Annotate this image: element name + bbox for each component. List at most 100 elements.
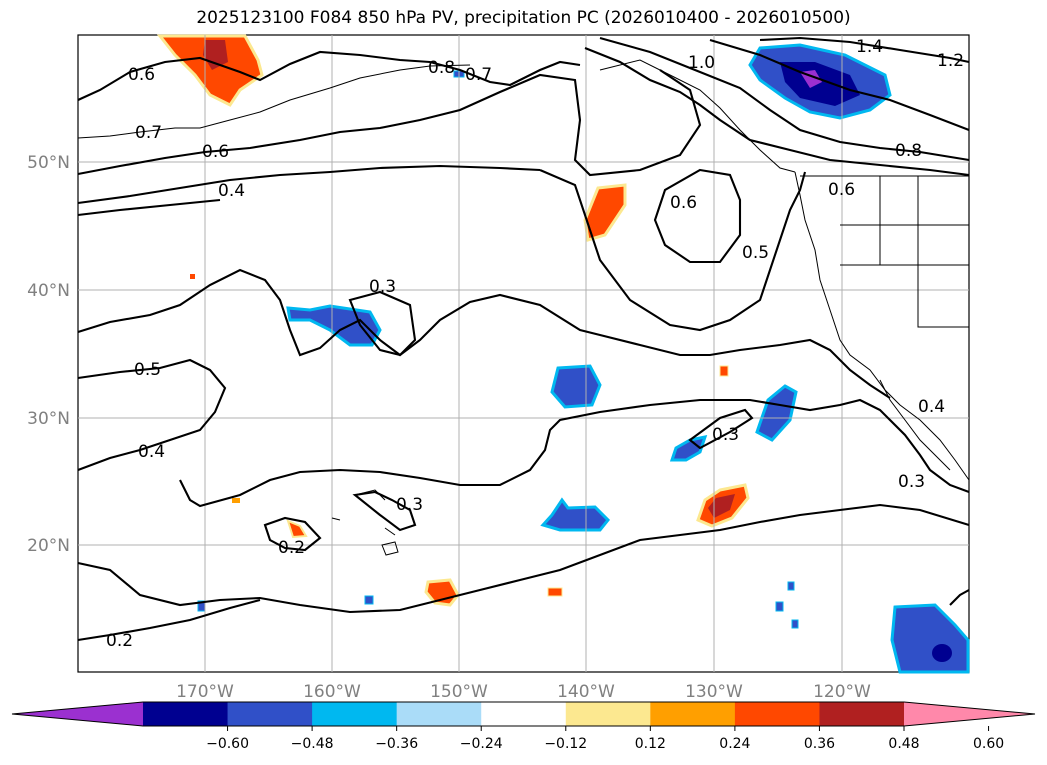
- contour-0.3-loop: [688, 408, 754, 450]
- contour-0.6-mid: [77, 69, 702, 177]
- precip-dot-9: [791, 619, 799, 629]
- contour-label: 0.6: [828, 180, 855, 200]
- colorbar-swatch: [819, 702, 905, 726]
- contour-label: 0.4: [218, 181, 245, 201]
- precip-dot-3: [547, 587, 563, 597]
- lat-label-20n: 20°N: [27, 536, 70, 556]
- colorbar-tick-label: −0.12: [544, 736, 587, 752]
- map-title: 2025123100 F084 850 hPa PV, precipitatio…: [196, 8, 851, 28]
- colorbar-tick-label: 0.12: [635, 736, 666, 752]
- contour-sw-edge: [949, 589, 970, 606]
- colorbar-tick-label: 0.48: [888, 736, 919, 752]
- contour-label: 0.3: [898, 472, 925, 492]
- precip-blob-21n-west: [286, 519, 308, 539]
- precip-dot-4: [719, 365, 729, 377]
- contour-label: 1.4: [856, 37, 883, 57]
- hawaii-islands: [331, 489, 399, 556]
- contour-0.6-east: [653, 168, 742, 264]
- precip-dot-5: [232, 498, 240, 503]
- precip-dot-6: [190, 274, 195, 279]
- precip-blob-21n: [540, 497, 611, 532]
- longitude-labels: 170°W 160°W 150°W 140°W 130°W 120°W: [176, 682, 871, 702]
- colorbar-extend-min: [12, 702, 143, 726]
- contour-label: 0.3: [712, 425, 739, 445]
- colorbar: −0.60 −0.48 −0.36 −0.24 −0.12 0.12 0.24 0.36 0.4…: [11, 701, 1036, 752]
- colorbar-tick-label: −0.36: [375, 736, 418, 752]
- colorbar-swatch: [227, 702, 313, 726]
- contour-0.5-west-lower: [77, 268, 891, 399]
- lat-label-50n: 50°N: [27, 153, 70, 173]
- contour-0.8: [599, 36, 970, 162]
- contour-label: 0.6: [128, 65, 155, 85]
- colorbar-swatch: [396, 702, 482, 726]
- lon-label-150w: 150°W: [430, 682, 488, 702]
- colorbar-tick-label: −0.48: [291, 736, 334, 752]
- lon-label-160w: 160°W: [303, 682, 361, 702]
- colorbar-tick-label: 0.24: [719, 736, 750, 752]
- contour-0.3-north: [348, 290, 417, 357]
- contour-label: 1.2: [937, 51, 964, 71]
- na-west-coast: [794, 171, 970, 481]
- latitude-labels: 50°N 40°N 30°N 20°N: [27, 153, 70, 556]
- precip-blob-nw-core: [203, 40, 228, 70]
- contour-1.0: [584, 47, 970, 177]
- contour-1.4: [759, 36, 970, 64]
- contour-0.3-small: [352, 490, 417, 532]
- contour-labels: 0.6 0.7 0.6 0.4 0.8 0.7 1.0 1.4 1.2 0.8 …: [106, 37, 964, 651]
- contour-label: 0.5: [134, 360, 161, 380]
- colorbar-swatch: [734, 702, 820, 726]
- colorbar-swatch: [312, 702, 398, 726]
- contour-0.5-west: [77, 198, 221, 217]
- precip-dot-2: [364, 595, 374, 605]
- contour-0.2-loop: [263, 516, 322, 552]
- contour-label: 0.4: [918, 397, 945, 417]
- contour-label: 0.7: [465, 65, 492, 85]
- lon-label-170w: 170°W: [176, 682, 234, 702]
- lat-label-30n: 30°N: [27, 409, 70, 429]
- map-panel: 0.6 0.7 0.6 0.4 0.8 0.7 1.0 1.4 1.2 0.8 …: [77, 34, 970, 674]
- lon-label-120w: 120°W: [813, 682, 871, 702]
- contour-label: 0.5: [742, 243, 769, 263]
- precip-blob-23n-core: [708, 494, 735, 518]
- contour-1.2: [709, 38, 970, 131]
- colorbar-tick-label: 0.36: [804, 736, 835, 752]
- lat-label-40n: 40°N: [27, 281, 70, 301]
- precip-blob-29n-east: [755, 384, 798, 442]
- contour-0.4-west: [77, 358, 227, 471]
- contour-label: 0.4: [138, 442, 165, 462]
- contour-label: 0.2: [278, 538, 305, 558]
- contour-0.5-big: [539, 169, 807, 332]
- contour-label: 0.6: [670, 193, 697, 213]
- precipitation-shading: [156, 34, 970, 674]
- lon-label-130w: 130°W: [685, 682, 743, 702]
- precip-blob-sw-core: [932, 644, 952, 662]
- contour-0.6-top: [77, 50, 581, 101]
- colorbar-outline: [11, 701, 1036, 727]
- precip-dot-8: [775, 601, 784, 612]
- alaska-coast: [77, 59, 796, 173]
- precip-blob-17n: [424, 578, 460, 607]
- colorbar-swatch: [481, 702, 567, 726]
- precip-blob-32n: [550, 364, 602, 409]
- state-borders: [840, 176, 969, 328]
- colorbar-swatch: [565, 702, 651, 726]
- contour-label: 0.7: [135, 123, 162, 143]
- colorbar-extend-max: [904, 702, 1035, 726]
- colorbar-tick-label: −0.24: [460, 736, 503, 752]
- pv-contours: [77, 36, 970, 642]
- colorbar-tick-label: −0.60: [206, 736, 249, 752]
- contour-label: 0.8: [428, 58, 455, 78]
- contour-label: 0.2: [106, 631, 133, 651]
- map-frame: [77, 34, 970, 673]
- contour-0.4: [77, 164, 541, 205]
- contour-0.3-central: [179, 398, 970, 508]
- contour-label: 0.6: [202, 142, 229, 162]
- contour-label: 1.0: [688, 53, 715, 73]
- precip-blob-28n: [669, 435, 708, 462]
- contour-0.2: [77, 503, 970, 614]
- precip-blob-nw: [156, 34, 264, 107]
- contour-label: 0.8: [895, 141, 922, 161]
- contour-label: 0.3: [369, 277, 396, 297]
- precip-blob-45n: [583, 183, 627, 242]
